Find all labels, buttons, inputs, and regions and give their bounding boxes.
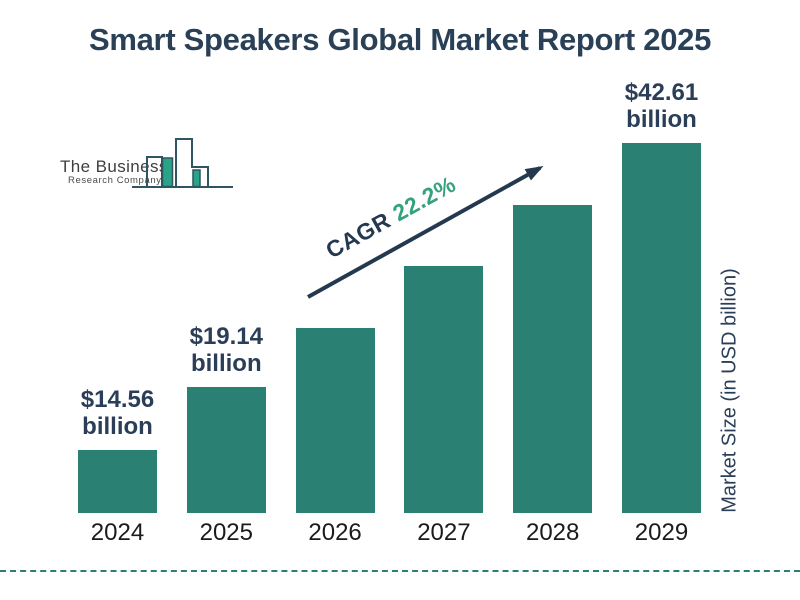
company-logo: The Business Research Company <box>58 136 238 192</box>
cagr-annotation: CAGR 22.2% <box>310 164 472 270</box>
bar-2024 <box>78 450 157 513</box>
year-label-2026: 2026 <box>308 519 362 546</box>
bar-2025 <box>186 387 266 513</box>
year-label-2028: 2028 <box>525 519 580 546</box>
bar-2029 <box>622 143 701 513</box>
y-axis-label: Market Size (in USD billion) <box>718 268 741 513</box>
value-label-2024: $14.56 billion <box>80 386 155 440</box>
page-title: Smart Speakers Global Market Report 2025 <box>88 22 712 57</box>
value-label-2025: $19.14 billion <box>189 323 263 377</box>
year-label-2027: 2027 <box>417 519 471 546</box>
bar-2027 <box>404 266 484 513</box>
logo-bar-chart-icon <box>132 138 233 188</box>
cagr-value: 22.2% <box>388 170 461 227</box>
cagr-label: CAGR <box>321 206 395 264</box>
year-label-2025: 2025 <box>199 519 253 546</box>
logo-text-line2: Research Company <box>68 175 162 186</box>
bar-2026 <box>295 328 375 513</box>
year-label-2024: 2024 <box>90 519 145 546</box>
bottom-dashed-rule <box>0 570 800 572</box>
bar-2028 <box>513 205 593 513</box>
logo-text-line1: The Business <box>60 157 168 176</box>
year-label-2029: 2029 <box>634 519 689 546</box>
value-label-2029: $42.61 billion <box>624 79 699 133</box>
